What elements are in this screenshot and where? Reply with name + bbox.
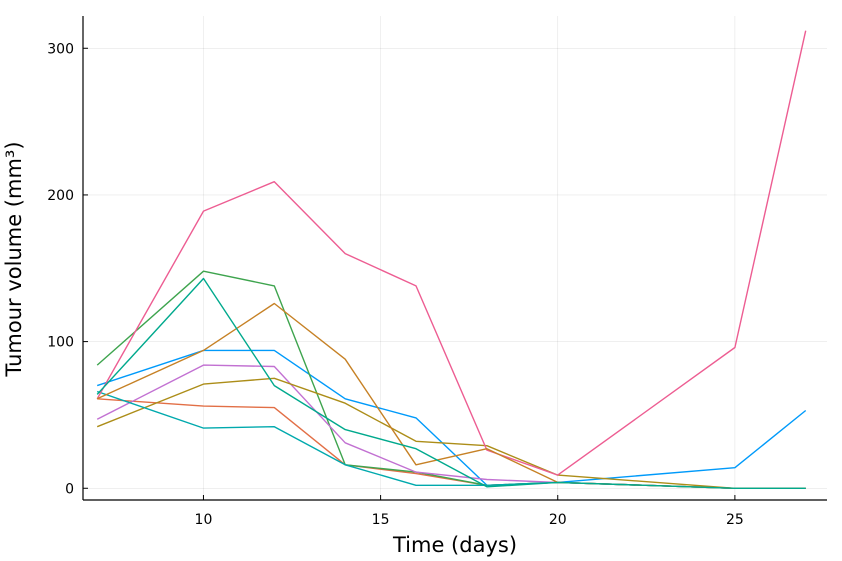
y-tick-label: 100 xyxy=(47,335,74,351)
series-line-9 xyxy=(96,277,806,489)
axes xyxy=(82,16,827,501)
tick-labels: 10 15 20 25 0 100 200 300 xyxy=(47,41,744,528)
series-line-1 xyxy=(96,349,807,486)
x-tick-label: 15 xyxy=(372,512,390,528)
x-axis-title: Time (days) xyxy=(392,533,517,557)
x-tick-label: 25 xyxy=(726,512,744,528)
x-tick-label: 20 xyxy=(549,512,567,528)
series-line-5 xyxy=(96,377,806,489)
y-tick-label: 200 xyxy=(47,188,74,204)
series-lines xyxy=(96,30,807,489)
x-tick-label: 10 xyxy=(195,512,213,528)
grid-lines xyxy=(83,16,827,500)
series-line-7 xyxy=(96,30,807,476)
y-axis-title: Tumour volume (mm³) xyxy=(2,141,26,377)
y-tick-label: 300 xyxy=(47,41,74,57)
y-tick-label: 0 xyxy=(65,481,74,497)
